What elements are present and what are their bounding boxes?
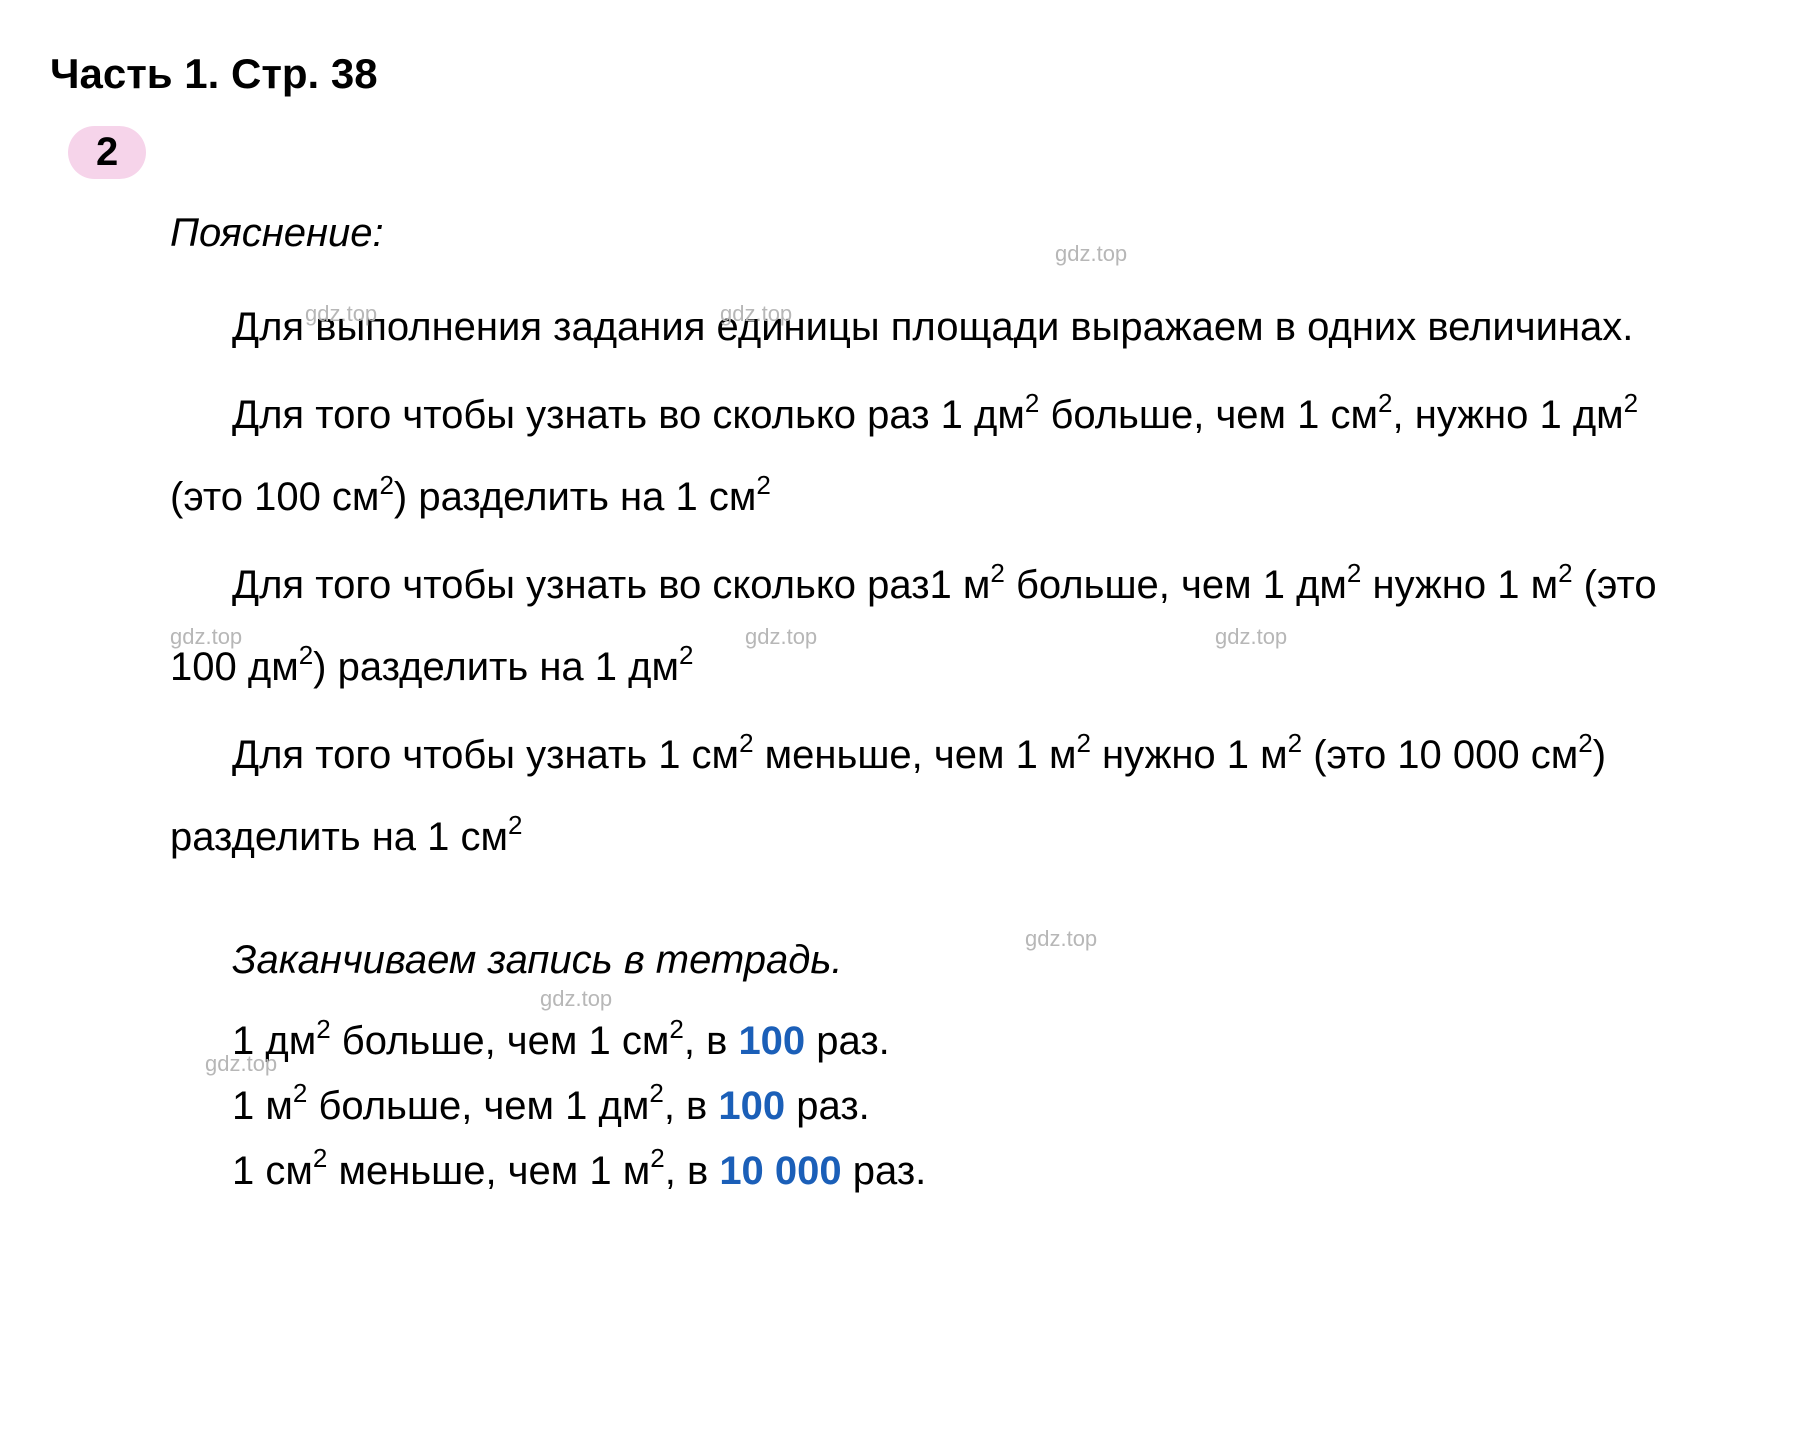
- answer-value: 100: [718, 1084, 785, 1128]
- superscript: 2: [756, 470, 770, 500]
- superscript: 2: [508, 810, 522, 840]
- text-fragment: больше, чем 1 см: [1039, 393, 1378, 437]
- superscript: 2: [679, 640, 693, 670]
- superscript: 2: [650, 1143, 664, 1173]
- text-fragment: , в: [684, 1019, 739, 1063]
- text-fragment: Для того чтобы узнать во сколько раз 1 д…: [232, 393, 1025, 437]
- text-fragment: нужно 1 м: [1091, 733, 1288, 777]
- answer-value: 10 000: [719, 1149, 841, 1193]
- text-fragment: больше, чем 1 дм: [307, 1084, 649, 1128]
- superscript: 2: [1578, 728, 1592, 758]
- superscript: 2: [1347, 558, 1361, 588]
- superscript: 2: [379, 470, 393, 500]
- text-fragment: (это 10 000 см: [1302, 733, 1578, 777]
- text-fragment: ) разделить на 1 дм: [313, 645, 679, 689]
- paragraph-1: Для выполнения задания единицы площади в…: [170, 286, 1706, 368]
- text-fragment: 1 см: [232, 1149, 313, 1193]
- text-fragment: , в: [665, 1149, 720, 1193]
- superscript: 2: [313, 1143, 327, 1173]
- superscript: 2: [649, 1078, 663, 1108]
- text-fragment: раз.: [785, 1084, 870, 1128]
- text-fragment: раз.: [842, 1149, 927, 1193]
- text-fragment: Для того чтобы узнать 1 см: [232, 733, 739, 777]
- superscript: 2: [990, 558, 1004, 588]
- superscript: 2: [316, 1014, 330, 1044]
- explanation-label: Пояснение:: [170, 211, 1706, 256]
- superscript: 2: [299, 640, 313, 670]
- superscript: 2: [1076, 728, 1090, 758]
- answer-line-1: 1 дм2 больше, чем 1 см2, в 100 раз.: [232, 1009, 1706, 1074]
- superscript: 2: [1025, 388, 1039, 418]
- text-fragment: 1 дм: [232, 1019, 316, 1063]
- exercise-badge: 2: [68, 126, 146, 179]
- text-fragment: больше, чем 1 дм: [1005, 563, 1347, 607]
- notebook-label: Заканчиваем запись в тетрадь.: [170, 938, 1706, 983]
- text-fragment: , нужно 1 дм: [1393, 393, 1624, 437]
- superscript: 2: [1558, 558, 1572, 588]
- superscript: 2: [1378, 388, 1392, 418]
- superscript: 2: [293, 1078, 307, 1108]
- text-fragment: больше, чем 1 см: [331, 1019, 670, 1063]
- answer-line-2: 1 м2 больше, чем 1 дм2, в 100 раз.: [232, 1074, 1706, 1139]
- content-block: Пояснение: Для выполнения задания единиц…: [50, 211, 1766, 1203]
- text-fragment: (это 100 см: [170, 475, 379, 519]
- answer-value: 100: [738, 1019, 805, 1063]
- text-fragment: Для того чтобы узнать во сколько раз1 м: [232, 563, 990, 607]
- text-fragment: ) разделить на 1 см: [394, 475, 756, 519]
- text-fragment: нужно 1 м: [1361, 563, 1558, 607]
- text-fragment: меньше, чем 1 м: [327, 1149, 650, 1193]
- paragraph-4: Для того чтобы узнать 1 см2 меньше, чем …: [170, 714, 1706, 878]
- text-fragment: раз.: [805, 1019, 890, 1063]
- page-header: Часть 1. Стр. 38: [50, 50, 1766, 98]
- superscript: 2: [1288, 728, 1302, 758]
- paragraph-3: Для того чтобы узнать во сколько раз1 м2…: [170, 544, 1706, 708]
- text-fragment: , в: [664, 1084, 719, 1128]
- text-fragment: меньше, чем 1 м: [754, 733, 1077, 777]
- text-fragment: 1 м: [232, 1084, 293, 1128]
- superscript: 2: [1624, 388, 1638, 418]
- superscript: 2: [669, 1014, 683, 1044]
- superscript: 2: [739, 728, 753, 758]
- paragraph-2: Для того чтобы узнать во сколько раз 1 д…: [170, 374, 1706, 538]
- answer-line-3: 1 см2 меньше, чем 1 м2, в 10 000 раз.: [232, 1139, 1706, 1204]
